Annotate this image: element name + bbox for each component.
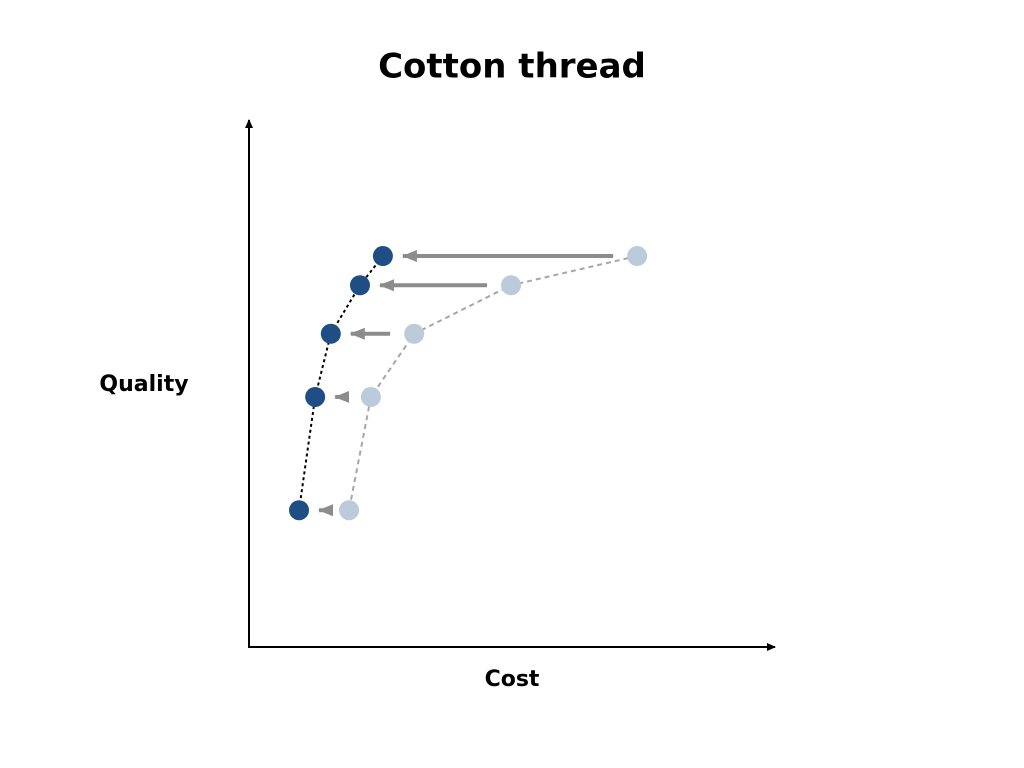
point [404, 323, 425, 344]
series-line [298, 255, 384, 511]
point [627, 246, 648, 267]
point [349, 275, 370, 296]
point [339, 500, 360, 521]
x-axis-label: Cost [485, 667, 540, 692]
series-line [348, 255, 638, 511]
point [305, 386, 326, 407]
point [320, 323, 341, 344]
chart-title: Cotton thread [378, 47, 646, 87]
point [501, 275, 522, 296]
point [372, 246, 393, 267]
point [360, 386, 381, 407]
y-axis-label: Quality [99, 372, 188, 397]
point [289, 500, 310, 521]
